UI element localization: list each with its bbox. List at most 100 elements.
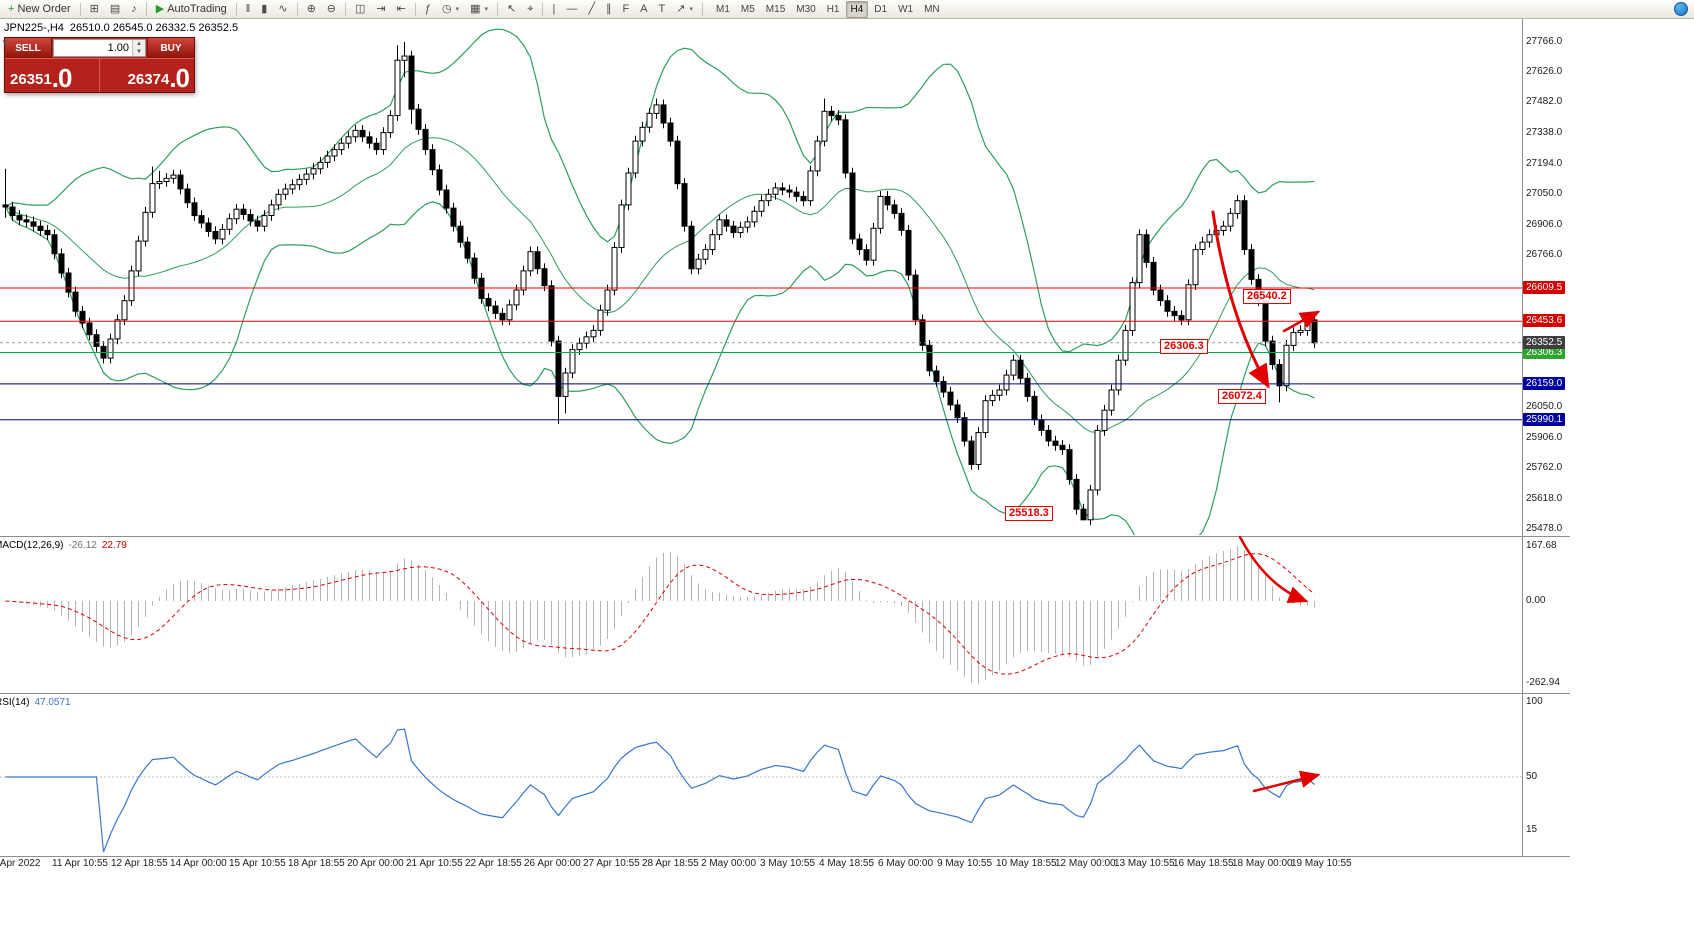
- timeframe-d1-button[interactable]: D1: [874, 3, 888, 15]
- trendline-icon-glyph: ╱: [588, 2, 595, 15]
- candle-body: [737, 226, 744, 234]
- fibonacci-icon[interactable]: F: [617, 0, 634, 19]
- text-icon[interactable]: A: [635, 0, 652, 19]
- price-callout[interactable]: 26072.4: [1218, 389, 1266, 404]
- one-click-collapse-icon[interactable]: ▼: [1, 38, 9, 47]
- tile-windows-icon[interactable]: ◫: [350, 0, 370, 19]
- vertical-line-icon[interactable]: |: [547, 0, 560, 19]
- chart-window-icon[interactable]: ⊞: [85, 0, 104, 19]
- templates-icon[interactable]: ▦ ▾: [465, 0, 493, 19]
- buy-price[interactable]: 26374 .0: [99, 59, 194, 92]
- candle-body: [1290, 332, 1297, 346]
- label-icon[interactable]: T: [654, 0, 671, 19]
- volume-value[interactable]: 1.00: [107, 42, 129, 54]
- volume-stepper[interactable]: ▲ ▼: [132, 40, 145, 56]
- candle-body: [1311, 319, 1318, 344]
- volume-up-icon[interactable]: ▲: [133, 40, 145, 48]
- crosshair-icon[interactable]: ⌖: [522, 0, 538, 19]
- arrow-annotations[interactable]: [1211, 210, 1321, 793]
- red-arrow-annotation[interactable]: [1282, 310, 1321, 333]
- toolbar-separator: [235, 2, 237, 16]
- price-callout[interactable]: 26306.3: [1160, 339, 1208, 354]
- macd-indicator-header: MACD(12,26,9) -26.12 22.79: [0, 540, 127, 551]
- timeframe-h4-button[interactable]: H4: [845, 0, 869, 18]
- candle-body: [702, 249, 709, 260]
- new-order-button[interactable]: + New Order: [3, 0, 76, 19]
- rsi-indicator-header: RSI(14) 47.0571: [0, 697, 71, 708]
- red-arrow-annotation[interactable]: [1238, 535, 1309, 604]
- trendline-icon[interactable]: ╱: [583, 0, 600, 19]
- candle-body: [93, 334, 100, 347]
- candle-body: [1227, 212, 1234, 227]
- arrows-icon[interactable]: ↗ ▾: [671, 0, 698, 19]
- candle-body: [534, 251, 541, 270]
- price-callout[interactable]: 26540.2: [1243, 289, 1291, 304]
- toolbar-separator: [79, 2, 81, 16]
- chart-window-icon-glyph: ⊞: [89, 2, 99, 15]
- chart-shift-icon[interactable]: ⇤: [392, 0, 411, 19]
- arrows-dropdown-icon[interactable]: ▾: [689, 6, 693, 13]
- candle-body: [590, 329, 597, 338]
- line-chart-icon[interactable]: ∿: [273, 0, 292, 19]
- toolbar: + New Order ⊞ ▤ ♪ ▶ AutoTrading ‖ ▮ ∿ ⊕ ⊖ ◫ ⇥ ⇤ ƒ ◷ ▾ ▦ ▾ ↖ ⌖…: [0, 0, 1694, 19]
- candle-body: [660, 104, 667, 124]
- candle-body: [114, 319, 121, 340]
- timeframe-w1-button[interactable]: W1: [898, 3, 914, 15]
- red-arrow-annotation[interactable]: [1211, 210, 1270, 389]
- cursor-icon[interactable]: ↖: [502, 0, 521, 19]
- candle-body: [1220, 225, 1227, 231]
- candle-body: [744, 221, 751, 228]
- price-callout[interactable]: 25518.3: [1005, 506, 1053, 521]
- timeframe-m15-button[interactable]: M15: [765, 3, 786, 15]
- candle-body: [828, 110, 835, 117]
- autotrading-button[interactable]: ▶ AutoTrading: [151, 0, 232, 19]
- profile-icon[interactable]: ▤: [105, 0, 125, 19]
- text-icon-glyph: A: [640, 2, 648, 15]
- tile-windows-icon-glyph: ◫: [355, 2, 366, 15]
- channel-icon[interactable]: ∥: [601, 0, 617, 19]
- candle-body: [1122, 329, 1129, 361]
- buy-price-pips: .0: [169, 62, 190, 93]
- candle-body: [156, 181, 163, 185]
- candle-body: [450, 207, 457, 227]
- timeframe-h1-button[interactable]: H1: [826, 3, 840, 15]
- candlestick-chart-icon[interactable]: ▮: [256, 0, 272, 19]
- candle-body: [1136, 234, 1143, 284]
- periods-icon-glyph: ◷: [441, 2, 452, 15]
- candle-body: [492, 305, 499, 314]
- indicators-icon[interactable]: ƒ: [420, 0, 436, 19]
- sell-button[interactable]: SELL: [5, 38, 52, 58]
- bar-chart-icon[interactable]: ‖: [241, 0, 256, 19]
- timeframe-m1-button[interactable]: M1: [715, 3, 730, 15]
- red-arrow-annotation[interactable]: [1252, 770, 1321, 793]
- zoom-out-icon[interactable]: ⊖: [322, 0, 341, 19]
- candle-body: [877, 195, 884, 229]
- templates-dropdown-icon[interactable]: ▾: [484, 6, 489, 13]
- horizontal-line-objects[interactable]: [0, 287, 1522, 421]
- periods-dropdown-icon[interactable]: ▾: [455, 6, 460, 13]
- timeframe-mn-button[interactable]: MN: [924, 3, 940, 15]
- rsi-name: RSI(14): [0, 697, 30, 708]
- sound-icon[interactable]: ♪: [126, 0, 142, 19]
- community-icon[interactable]: [1674, 2, 1688, 16]
- timeframe-m5-button[interactable]: M5: [740, 3, 755, 15]
- candle-body: [282, 188, 289, 195]
- periods-icon[interactable]: ◷ ▾: [437, 0, 464, 19]
- profile-icon-glyph: ▤: [109, 2, 121, 15]
- auto-scroll-icon[interactable]: ⇥: [371, 0, 390, 19]
- buy-button[interactable]: BUY: [147, 38, 194, 58]
- zoom-in-icon[interactable]: ⊕: [302, 0, 321, 19]
- horizontal-line-icon[interactable]: —: [561, 0, 582, 19]
- volume-down-icon[interactable]: ▼: [133, 48, 145, 56]
- candle-body: [1178, 315, 1185, 321]
- volume-field[interactable]: 1.00 ▲ ▼: [53, 39, 146, 57]
- timeframe-m30-button[interactable]: M30: [796, 3, 816, 15]
- vertical-line-icon-glyph: |: [552, 2, 556, 15]
- candle-body: [884, 195, 891, 206]
- candle-body: [989, 394, 996, 402]
- candle-body: [401, 55, 408, 61]
- candles: [2, 41, 1318, 526]
- sell-price[interactable]: 26351 .0: [5, 59, 99, 92]
- candle-body: [331, 149, 338, 157]
